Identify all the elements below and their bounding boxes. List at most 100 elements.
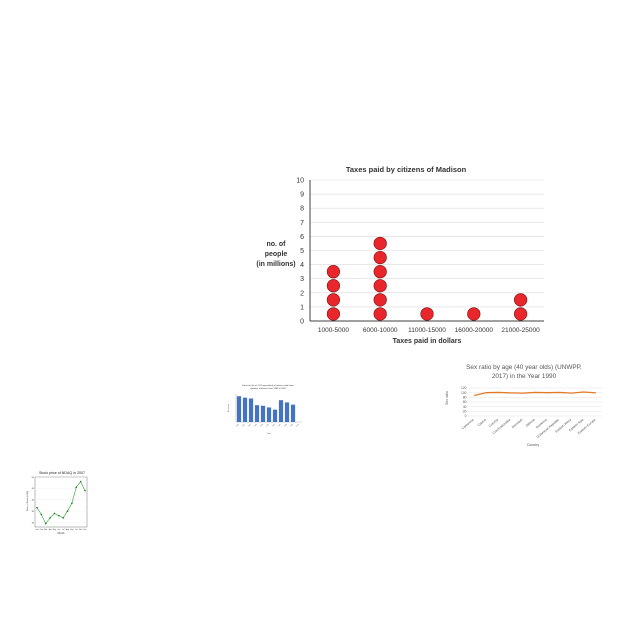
dot-marker — [326, 279, 340, 293]
x-tick-label: Feb — [40, 529, 43, 531]
bar — [290, 404, 296, 422]
stock-price-line-chart: Stock price of NDAQ in 2007 Price of Sto… — [26, 471, 88, 535]
y-tick-label: 1 — [300, 304, 304, 311]
x-tick-label: Czechia — [488, 418, 500, 429]
bar — [242, 397, 248, 422]
x-tick-label: Sep — [70, 529, 73, 531]
x-tick-label: Denmark — [511, 417, 524, 429]
chart-title-line: Sex ratio by age (40 year olds) (UNWPP, — [466, 364, 582, 371]
dot-marker — [373, 293, 387, 307]
x-tick-label: 1992 — [248, 424, 252, 428]
x-tick-label: 1996 — [272, 424, 276, 428]
stock-price-marker — [40, 513, 43, 516]
y-tick-label: 45 — [32, 488, 35, 490]
x-tick-label: 1991 — [242, 424, 246, 428]
x-tick-label: Djibouti — [525, 418, 536, 428]
y-tick-labels: 0 1 2 3 4 5 6 7 8 9 10 — [296, 178, 304, 326]
dot-marker — [373, 307, 387, 321]
x-tick-label: Aug — [66, 528, 69, 531]
dot-marker — [514, 307, 528, 321]
x-tick-label: 1000-5000 — [318, 327, 349, 334]
stock-price-marker — [79, 480, 82, 483]
dot-marker — [514, 293, 528, 307]
x-tick-label: Dec — [83, 529, 86, 531]
chart-title: Taxes paid by citizens of Madison — [346, 165, 467, 174]
dot-marker — [373, 265, 387, 279]
y-tick-label: 3 — [300, 276, 304, 283]
bar — [266, 407, 272, 422]
x-tick-label: 1998 — [284, 424, 288, 428]
y-axis-label: no. of people (in millions) — [256, 241, 295, 268]
y-tick-label: 20 — [463, 410, 467, 414]
y-tick-labels: 30 35 40 45 50 — [32, 477, 35, 524]
x-tick-label: 11000-15000 — [408, 327, 446, 334]
chart-title: Emission (kt of CO2 equivalent) of nitro… — [242, 384, 293, 390]
y-tick-label: 30 — [32, 522, 35, 524]
x-tick-label: Mar — [44, 529, 47, 531]
x-tick-label: Nov — [79, 529, 82, 531]
sex-ratio-line-chart: Sex ratio by age (40 year olds) (UNWPP, 2… — [445, 364, 602, 447]
y-axis-label: Price of Stock (USD) — [26, 491, 29, 511]
x-tick-label: 1997 — [278, 424, 282, 428]
y-tick-label: 40 — [32, 500, 35, 502]
stock-price-line — [36, 480, 86, 525]
x-axis-label: Year — [267, 433, 271, 435]
x-axis-label: Month — [58, 532, 65, 535]
y-tick-label: 6 — [300, 234, 304, 241]
y-tick-label: 9 — [300, 192, 304, 199]
chart-title: Sex ratio by age (40 year olds) (UNWPP, 2… — [466, 364, 582, 380]
chart-title: Stock price of NDAQ in 2007 — [39, 471, 85, 475]
x-tick-label: Dominica — [535, 418, 548, 430]
x-tick-label: 6000-10000 — [363, 327, 398, 334]
dot-marker — [373, 250, 387, 265]
x-tick-label: 1994 — [260, 424, 264, 428]
y-tick-label: 100 — [461, 391, 467, 395]
x-tick-label: 1999 — [290, 424, 294, 428]
dot-marker — [467, 307, 481, 321]
y-tick-label: 80 — [463, 396, 467, 400]
sex-ratio-line — [473, 391, 596, 397]
y-axis-label-line: no. of — [266, 241, 286, 248]
y-tick-label: 60 — [463, 400, 467, 404]
y-tick-label: 7 — [300, 220, 304, 227]
stock-price-marker — [71, 502, 73, 504]
x-tick-label: Jan — [36, 529, 39, 531]
x-tick-label: 1993 — [254, 424, 258, 428]
y-tick-label: 120 — [461, 386, 467, 390]
chart-title-line: 2017) in the Year 1990 — [492, 373, 557, 380]
x-tick-label: 2000 — [296, 424, 300, 428]
y-tick-label: 8 — [300, 206, 304, 213]
chart-title-line: Emission (kt of CO2 equivalent) of nitro… — [242, 384, 293, 387]
bar — [284, 402, 290, 422]
x-tick-label: Jun — [57, 529, 60, 531]
stock-price-marker — [66, 510, 69, 512]
x-tick-labels: 1000-5000 6000-10000 11000-15000 16000-2000… — [318, 327, 540, 334]
bar — [236, 396, 242, 422]
x-tick-labels: 1990 1991 1992 1993 1994 1995 1996 1997 1998 1999… — [236, 424, 300, 428]
y-tick-label: 5 — [300, 248, 304, 255]
x-tick-label: 1990 — [236, 424, 240, 428]
x-tick-label: May — [53, 529, 56, 531]
x-tick-label: 1995 — [266, 424, 270, 428]
x-tick-label: 16000-20000 — [455, 327, 494, 334]
y-axis-label: Sex ratio — [445, 391, 449, 405]
dot-plot-chart: Taxes paid by citizens of Madison 0 1 2 3 4 5… — [256, 165, 544, 345]
x-tick-labels: Jan Feb Mar Apr May Jun Jul Aug Sep Oct Nov Dec — [36, 528, 87, 531]
y-axis-label: Emission — [228, 404, 230, 412]
bar — [278, 400, 284, 422]
gridlines — [310, 179, 544, 308]
dot-marker — [373, 279, 387, 293]
y-tick-label: 50 — [32, 477, 35, 479]
bar — [254, 405, 260, 422]
bar — [260, 405, 266, 422]
stock-price-marker — [53, 512, 56, 515]
y-axis-label-line: (in millions) — [256, 261, 295, 268]
y-tick-label: 2 — [300, 290, 304, 297]
gridlines — [35, 476, 87, 523]
y-tick-label: 35 — [32, 511, 35, 513]
bar — [248, 398, 254, 422]
stock-price-marker — [49, 517, 51, 519]
stock-price-marker — [36, 506, 38, 509]
y-tick-label: 0 — [300, 319, 304, 326]
